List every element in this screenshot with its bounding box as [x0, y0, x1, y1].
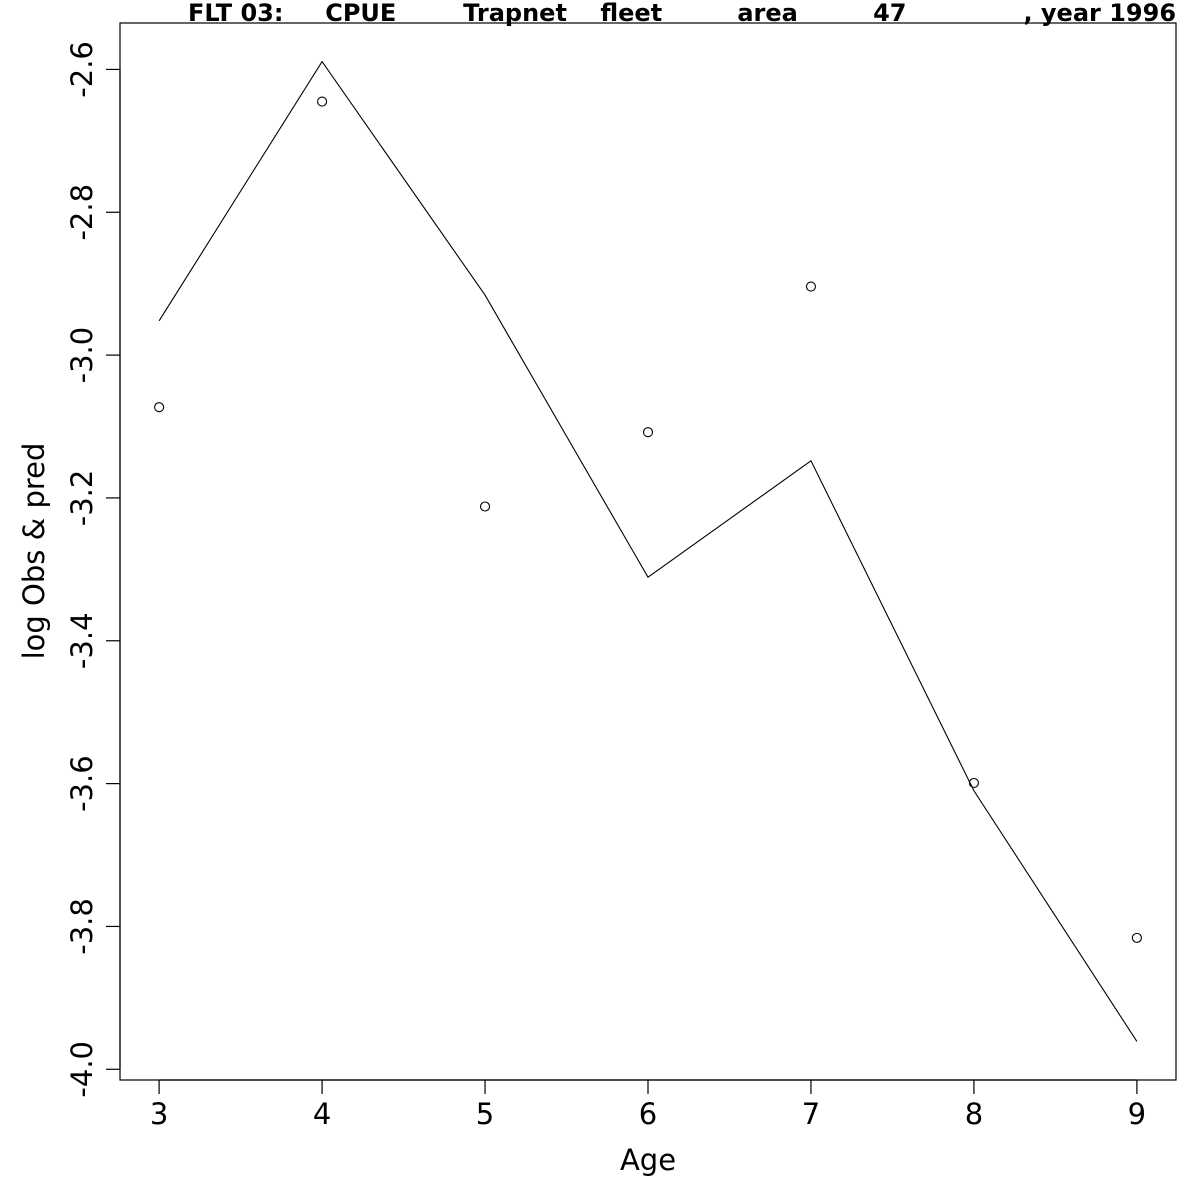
y-tick-label: -3.8: [65, 898, 99, 955]
y-axis-title: log Obs & pred: [17, 443, 51, 660]
observed-point: [642, 427, 654, 438]
observed-point: [479, 501, 491, 512]
chart-title: FLT 03: CPUE Trapnet fleet area 47 , yea…: [188, 0, 1176, 27]
observed-point: [968, 777, 979, 788]
series-layer: [154, 60, 1142, 1042]
y-tick-label: -2.8: [65, 184, 99, 241]
observed-point: [1131, 932, 1142, 943]
y-tick-label: -3.6: [65, 755, 99, 812]
x-axis: 3 4 5 6 7 8 9: [150, 1079, 1146, 1131]
y-tick-label: -2.6: [65, 41, 99, 98]
y-tick-label: -4.0: [65, 1041, 99, 1098]
observed-point: [154, 402, 165, 413]
x-axis-title: Age: [620, 1143, 676, 1177]
y-tick-label: -3.2: [65, 470, 99, 527]
x-tick-label: 4: [313, 1097, 331, 1131]
y-tick-label: -3.0: [65, 327, 99, 384]
x-tick-label: 5: [476, 1097, 494, 1131]
x-tick-label: 9: [1128, 1097, 1146, 1131]
y-axis: -4.0 -3.8 -3.6 -3.4 -3.2 -3.0 -2.8 -2.6: [65, 41, 121, 1098]
x-tick-label: 6: [639, 1097, 657, 1131]
observed-point: [317, 96, 328, 107]
x-tick-label: 8: [965, 1097, 983, 1131]
x-tick-label: 7: [802, 1097, 820, 1131]
y-tick-label: -3.4: [65, 612, 99, 669]
observed-point: [805, 281, 817, 292]
x-tick-label: 3: [150, 1097, 168, 1131]
predicted-line: [158, 60, 1138, 1042]
plot-frame: [119, 22, 1177, 1081]
